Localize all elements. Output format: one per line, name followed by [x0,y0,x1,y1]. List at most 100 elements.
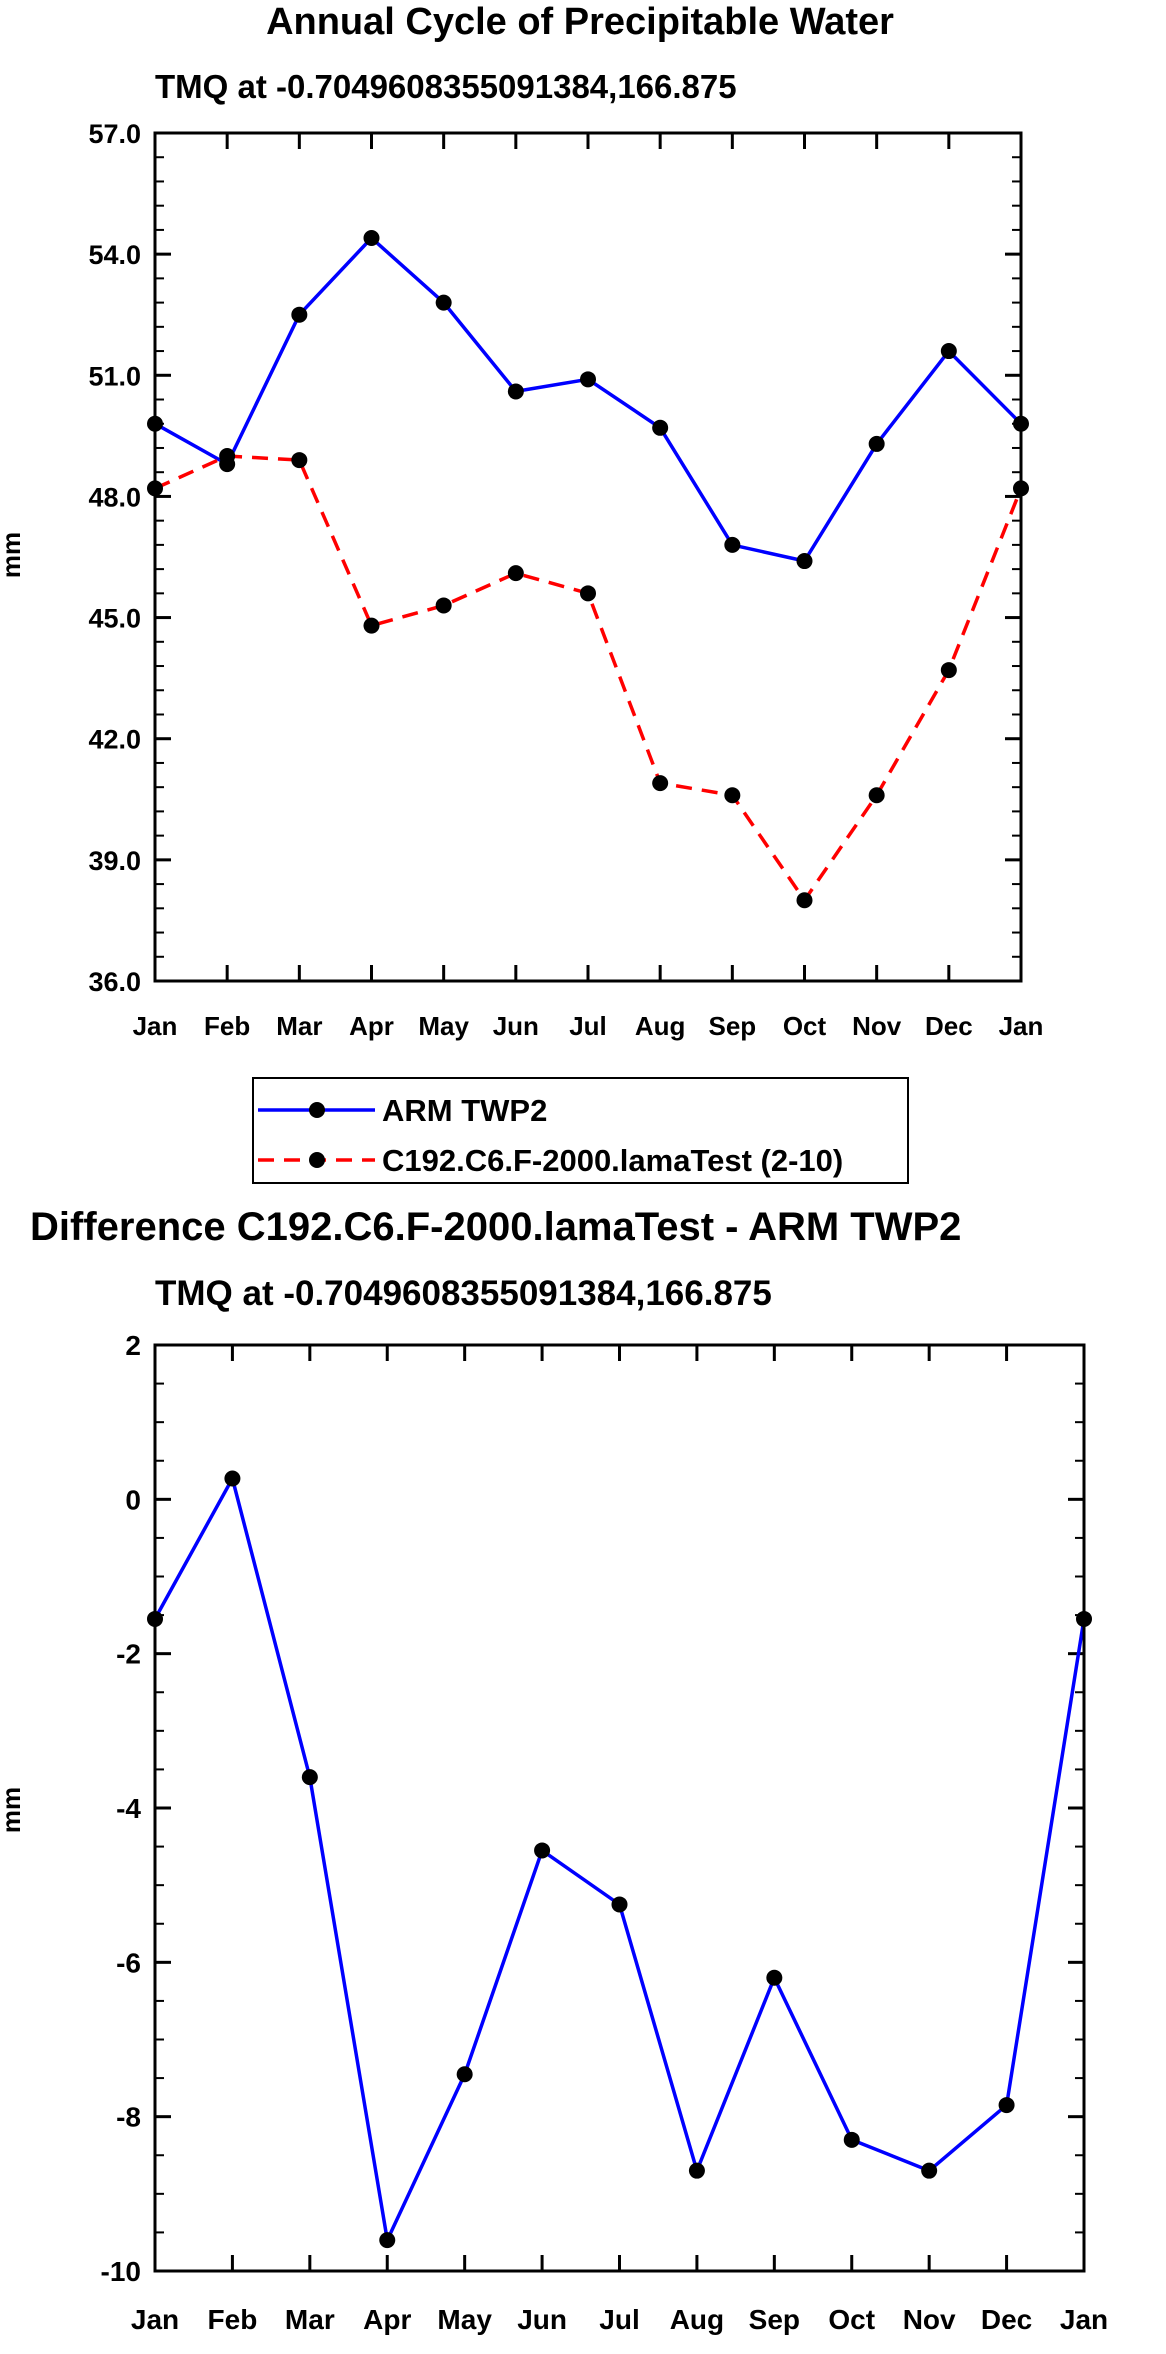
data-point [456,2066,473,2083]
x-tick-label: Aug [670,2304,724,2335]
x-tick-label: May [437,2304,492,2335]
data-point [868,435,885,452]
x-tick-label: Oct [783,1011,827,1041]
data-point [724,787,741,804]
x-tick-label: Jan [133,1011,178,1041]
series-line [154,236,1023,563]
data-point [724,536,741,553]
series-line [153,1476,1086,2242]
data-point [301,1769,318,1786]
data-point [796,892,813,909]
y-tick-label: -4 [116,1793,141,1824]
x-tick-label: Jan [999,1011,1044,1041]
data-point [580,585,596,602]
data-point [611,1896,628,1913]
y-tick-label: -10 [101,2256,141,2287]
x-tick-label: Sep [749,2304,800,2335]
series-line [154,454,1023,902]
data-point [580,371,596,388]
y-tick-label: 0 [125,1484,141,1515]
x-tick-label: Dec [981,2304,1032,2335]
x-tick-label: Jan [1060,2304,1108,2335]
legend-label-arm-twp2: ARM TWP2 [382,1093,547,1128]
chart-title: Annual Cycle of Precipitable Water [266,1,894,43]
data-point [766,1969,783,1986]
x-tick-label: Feb [208,2304,258,2335]
data-point [224,1470,241,1487]
x-tick-label: Nov [852,1011,902,1041]
data-point [291,306,308,323]
x-tick-label: Jun [493,1011,539,1041]
legend-marker-model [309,1152,325,1168]
data-point [534,1842,551,1859]
difference-chart: Difference C192.C6.F-2000.lamaTest - ARM… [0,1205,1108,2335]
series-group [147,1470,1092,2249]
y-tick-label: -6 [116,1947,141,1978]
x-tick-label: Aug [635,1011,686,1041]
x-tick-label: May [418,1011,469,1041]
legend-label-model: C192.C6.F-2000.lamaTest (2-10) [382,1143,843,1178]
data-point [435,597,452,614]
x-tick-labels: Jan Feb Mar Apr May Jun Jul Aug Sep Oct Nov Dec Jan [131,2304,1108,2335]
chart-subtitle: TMQ at -0.7049608355091384,166.875 [155,1274,772,1313]
series-group [147,229,1029,909]
y-tick-label: 54.0 [88,240,141,270]
x-tick-label: Sep [708,1011,756,1041]
y-tick-label: 57.0 [88,119,141,149]
y-tick-label: -8 [116,2102,141,2133]
x-tick-label: Feb [204,1011,250,1041]
y-tick-label: 39.0 [88,846,141,876]
x-tick-label: Jul [599,2304,639,2335]
minor-ticks [153,1343,1086,2273]
y-tick-labels: 36.0 39.0 42.0 45.0 48.0 51.0 54.0 57.0 [88,119,141,997]
plot-frame [153,131,1023,983]
y-tick-label: 51.0 [88,361,141,391]
x-tick-label: Jul [569,1011,607,1041]
chart-subtitle: TMQ at -0.7049608355091384,166.875 [155,68,737,105]
data-point [843,2131,860,2148]
data-point [652,775,669,792]
plot-frame [153,1343,1086,2273]
data-point [291,452,308,469]
data-point [363,229,380,246]
y-tick-label: 45.0 [88,604,141,634]
x-tick-label: Nov [903,2304,956,2335]
data-point [940,662,957,679]
x-tick-label: Mar [276,1011,322,1041]
x-tick-label: Dec [925,1011,973,1041]
y-tick-label: -2 [116,1639,141,1670]
data-point [796,553,813,570]
y-tick-labels: -10 -8 -6 -4 -2 0 2 [101,1330,142,2287]
data-point [435,294,452,311]
chart-title: Difference C192.C6.F-2000.lamaTest - ARM… [30,1205,961,1249]
x-tick-label: Apr [349,1011,394,1041]
y-tick-label: 2 [125,1330,141,1361]
y-axis-label: mm [0,1787,26,1833]
y-axis-label: mm [0,532,26,578]
y-tick-label: 42.0 [88,725,141,755]
x-tick-label: Oct [828,2304,875,2335]
data-point [507,565,524,582]
data-point [921,2162,938,2179]
annual-cycle-chart: Annual Cycle of Precipitable Water TMQ a… [0,1,1043,1041]
minor-ticks [153,131,1023,983]
legend: ARM TWP2 C192.C6.F-2000.lamaTest (2-10) [252,1077,909,1184]
y-tick-label: 36.0 [88,967,141,997]
data-point [379,2232,396,2249]
x-tick-label: Apr [363,2304,411,2335]
x-tick-label: Mar [285,2304,335,2335]
data-point [363,617,380,634]
data-point [507,383,524,400]
x-tick-label: Jun [517,2304,567,2335]
data-point [688,2162,705,2179]
data-point [940,343,957,360]
data-point [219,448,236,465]
data-point [998,2097,1015,2114]
data-point [868,787,885,804]
data-point [652,419,669,436]
x-tick-labels: Jan Feb Mar Apr May Jun Jul Aug Sep Oct Nov Dec Jan [133,1011,1044,1041]
y-tick-label: 48.0 [88,482,141,512]
x-tick-label: Jan [131,2304,179,2335]
legend-marker-arm-twp2 [309,1102,325,1118]
